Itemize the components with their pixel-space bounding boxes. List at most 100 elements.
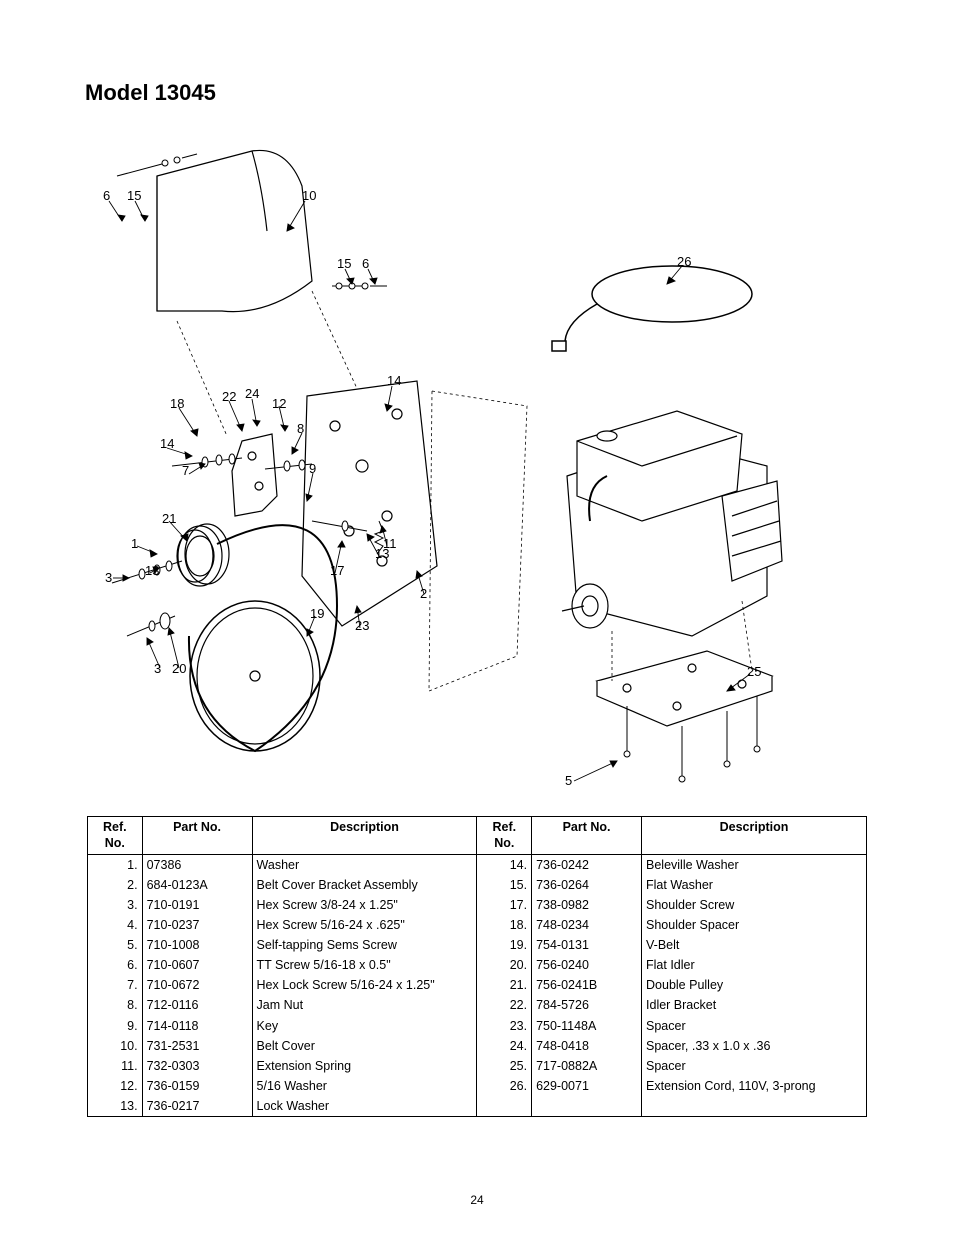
table-row: 1. bbox=[88, 854, 143, 875]
callout-number: 25 bbox=[747, 664, 761, 679]
table-row: 717-0882A bbox=[532, 1056, 642, 1076]
table-row: 736-0159 bbox=[142, 1076, 252, 1096]
table-row: 738-0982 bbox=[532, 895, 642, 915]
table-row: 26. bbox=[477, 1076, 532, 1096]
table-row bbox=[642, 1096, 867, 1117]
table-row: 21. bbox=[477, 975, 532, 995]
table-row: 2. bbox=[88, 875, 143, 895]
table-row: 710-0607 bbox=[142, 955, 252, 975]
parts-table: Ref.No. Part No. Description Ref.No. Par… bbox=[87, 816, 867, 1117]
callout-number: 26 bbox=[677, 254, 691, 269]
table-row: 710-0191 bbox=[142, 895, 252, 915]
callout-number: 14 bbox=[387, 373, 401, 388]
table-row: Idler Bracket bbox=[642, 995, 867, 1015]
table-row: TT Screw 5/16-18 x 0.5" bbox=[252, 955, 477, 975]
table-row: Key bbox=[252, 1016, 477, 1036]
table-row: 736-0242 bbox=[532, 854, 642, 875]
table-row: Beleville Washer bbox=[642, 854, 867, 875]
table-row: Double Pulley bbox=[642, 975, 867, 995]
table-row: 13. bbox=[88, 1096, 143, 1117]
table-row: Belt Cover bbox=[252, 1036, 477, 1056]
hdr-ref-r: Ref.No. bbox=[477, 817, 532, 855]
table-row: Jam Nut bbox=[252, 995, 477, 1015]
callout-number: 12 bbox=[272, 396, 286, 411]
page-number: 24 bbox=[0, 1193, 954, 1207]
table-row: 756-0241B bbox=[532, 975, 642, 995]
table-row: 710-0237 bbox=[142, 915, 252, 935]
callout-number: 3 bbox=[105, 570, 112, 585]
callout-number: 13 bbox=[375, 546, 389, 561]
table-row: Flat Idler bbox=[642, 955, 867, 975]
table-row: 10. bbox=[88, 1036, 143, 1056]
hdr-part-r: Part No. bbox=[532, 817, 642, 855]
table-row: 19. bbox=[477, 935, 532, 955]
table-row: 9. bbox=[88, 1016, 143, 1036]
table-row: 748-0234 bbox=[532, 915, 642, 935]
callout-number: 10 bbox=[302, 188, 316, 203]
callout-number: 19 bbox=[310, 606, 324, 621]
table-row: 732-0303 bbox=[142, 1056, 252, 1076]
table-row: Extension Cord, 110V, 3-prong bbox=[642, 1076, 867, 1096]
table-row: 22. bbox=[477, 995, 532, 1015]
table-row: 17. bbox=[477, 895, 532, 915]
table-row: 712-0116 bbox=[142, 995, 252, 1015]
hdr-part-l: Part No. bbox=[142, 817, 252, 855]
table-row: Belt Cover Bracket Assembly bbox=[252, 875, 477, 895]
table-row: 11. bbox=[88, 1056, 143, 1076]
table-row: 14. bbox=[477, 854, 532, 875]
exploded-diagram: 6151015626142224121881479211111713133219… bbox=[87, 136, 867, 796]
callout-number: 22 bbox=[222, 389, 236, 404]
callout-number: 18 bbox=[170, 396, 184, 411]
table-row: Hex Screw 5/16-24 x .625" bbox=[252, 915, 477, 935]
table-row: 07386 bbox=[142, 854, 252, 875]
table-row: 684-0123A bbox=[142, 875, 252, 895]
table-row: 710-0672 bbox=[142, 975, 252, 995]
table-row: Hex Screw 3/8-24 x 1.25" bbox=[252, 895, 477, 915]
table-row: 25. bbox=[477, 1056, 532, 1076]
table-row: Shoulder Screw bbox=[642, 895, 867, 915]
callout-number: 24 bbox=[245, 386, 259, 401]
table-row: Spacer bbox=[642, 1056, 867, 1076]
table-row: 5/16 Washer bbox=[252, 1076, 477, 1096]
hdr-ref-l: Ref.No. bbox=[88, 817, 143, 855]
callout-number: 15 bbox=[337, 256, 351, 271]
callout-number: 9 bbox=[309, 461, 316, 476]
callout-number: 14 bbox=[160, 436, 174, 451]
table-row: Hex Lock Screw 5/16-24 x 1.25" bbox=[252, 975, 477, 995]
table-row: 736-0217 bbox=[142, 1096, 252, 1117]
table-row: 756-0240 bbox=[532, 955, 642, 975]
table-row bbox=[477, 1096, 532, 1117]
hdr-desc-r: Description bbox=[642, 817, 867, 855]
table-row: 5. bbox=[88, 935, 143, 955]
table-row: 754-0131 bbox=[532, 935, 642, 955]
table-row: 736-0264 bbox=[532, 875, 642, 895]
callout-number: 21 bbox=[162, 511, 176, 526]
callout-number: 17 bbox=[330, 563, 344, 578]
callout-number: 6 bbox=[362, 256, 369, 271]
callout-number: 5 bbox=[565, 773, 572, 788]
table-row bbox=[532, 1096, 642, 1117]
table-row: 12. bbox=[88, 1076, 143, 1096]
page-title: Model 13045 bbox=[85, 80, 869, 106]
callout-number: 23 bbox=[355, 618, 369, 633]
table-row: 24. bbox=[477, 1036, 532, 1056]
table-row: 629-0071 bbox=[532, 1076, 642, 1096]
table-row: 15. bbox=[477, 875, 532, 895]
table-row: 18. bbox=[477, 915, 532, 935]
table-row: 714-0118 bbox=[142, 1016, 252, 1036]
callout-number: 8 bbox=[297, 421, 304, 436]
table-row: Spacer bbox=[642, 1016, 867, 1036]
table-row: Washer bbox=[252, 854, 477, 875]
table-row: 4. bbox=[88, 915, 143, 935]
table-row: 731-2531 bbox=[142, 1036, 252, 1056]
table-row: Spacer, .33 x 1.0 x .36 bbox=[642, 1036, 867, 1056]
table-row: 6. bbox=[88, 955, 143, 975]
callout-number: 6 bbox=[103, 188, 110, 203]
table-row: 20. bbox=[477, 955, 532, 975]
callout-number: 13 bbox=[145, 563, 159, 578]
callout-number: 7 bbox=[182, 463, 189, 478]
callout-number: 3 bbox=[154, 661, 161, 676]
table-row: V-Belt bbox=[642, 935, 867, 955]
table-row: 748-0418 bbox=[532, 1036, 642, 1056]
table-row: Shoulder Spacer bbox=[642, 915, 867, 935]
